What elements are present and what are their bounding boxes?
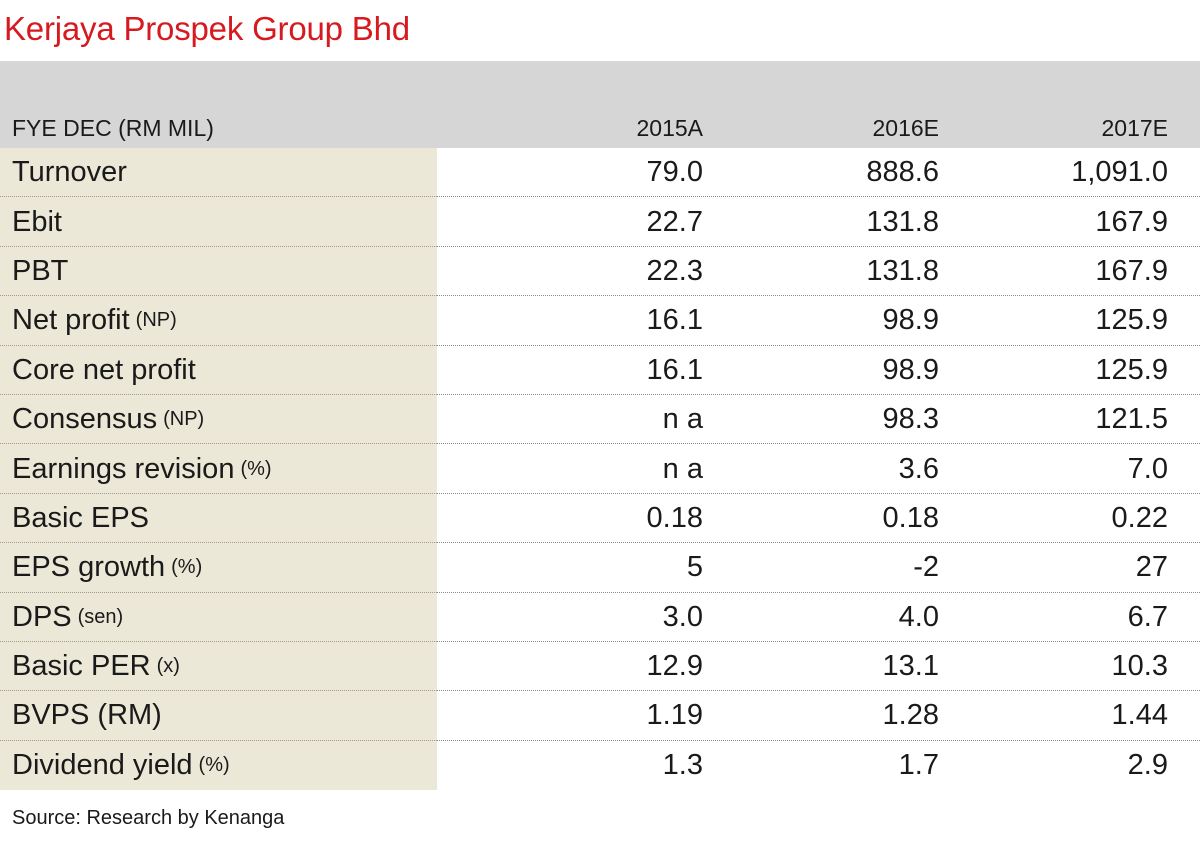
table-row: Net profit (NP) 16.1 98.9 125.9 <box>0 296 1200 346</box>
table-row: Earnings revision (%) n a 3.6 7.0 <box>0 444 1200 495</box>
value-2017e: 7.0 <box>1127 452 1168 485</box>
row-label: Turnover <box>0 148 437 198</box>
value-2017e: 121.5 <box>1095 403 1168 436</box>
table-row: PBT 22.3 131.8 167.9 <box>0 246 1200 297</box>
row-label: EPS growth (%) <box>0 543 437 593</box>
row-label-text: Basic PER <box>12 650 151 683</box>
value-2016e: 98.3 <box>882 403 939 436</box>
row-unit: (sen) <box>77 605 124 628</box>
value-2017e: 27 <box>1135 551 1168 584</box>
row-label: Core net profit <box>0 345 437 396</box>
value-2015a: 1.3 <box>662 748 703 781</box>
table-row: EPS growth (%) 5 -2 27 <box>0 543 1200 593</box>
value-2015a: 22.7 <box>646 205 703 238</box>
row-label-text: Net profit <box>12 304 130 337</box>
value-2017e: 10.3 <box>1111 650 1168 683</box>
value-2017e: 1,091.0 <box>1071 156 1168 189</box>
value-2017e: 6.7 <box>1127 600 1168 633</box>
value-2015a: 16.1 <box>646 353 703 386</box>
row-label: Earnings revision (%) <box>0 444 437 495</box>
row-label-text: Turnover <box>12 156 127 189</box>
value-2015a: 0.18 <box>646 501 703 534</box>
row-label: DPS (sen) <box>0 592 437 643</box>
row-label: Basic PER (x) <box>0 641 437 692</box>
row-label-text: Dividend yield <box>12 748 193 781</box>
table-header-row: FYE DEC (RM MIL) 2015A 2016E 2017E <box>0 108 1200 148</box>
table-row: Dividend yield (%) 1.3 1.7 2.9 <box>0 740 1200 791</box>
row-unit: (NP) <box>163 408 205 431</box>
page-title: Kerjaya Prospek Group Bhd <box>4 10 410 47</box>
table-header-band: FYE DEC (RM MIL) 2015A 2016E 2017E <box>0 61 1200 148</box>
table-row: Basic PER (x) 12.9 13.1 10.3 <box>0 641 1200 692</box>
value-2015a: 1.19 <box>646 699 703 732</box>
value-2017e: 1.44 <box>1111 699 1168 732</box>
value-2016e: 0.18 <box>882 501 939 534</box>
row-label-text: Earnings revision <box>12 452 235 485</box>
source-note: Source: Research by Kenanga <box>12 807 285 829</box>
row-label: Ebit <box>0 197 437 248</box>
table-row: DPS (sen) 3.0 4.0 6.7 <box>0 592 1200 643</box>
value-2015a: n a <box>662 403 703 436</box>
value-2015a: 22.3 <box>646 254 703 287</box>
value-2017e: 167.9 <box>1095 254 1168 287</box>
table-row: Consensus (NP) n a 98.3 121.5 <box>0 394 1200 445</box>
value-2016e: 1.7 <box>898 748 939 781</box>
row-label-text: Consensus <box>12 403 158 436</box>
value-2017e: 167.9 <box>1095 205 1168 238</box>
row-unit: (%) <box>198 753 230 776</box>
row-label: Basic EPS <box>0 493 437 544</box>
row-label: PBT <box>0 246 437 297</box>
table-row: Basic EPS 0.18 0.18 0.22 <box>0 493 1200 544</box>
value-2015a: 12.9 <box>646 650 703 683</box>
header-col-2015a: 2015A <box>636 114 703 141</box>
row-label: Net profit (NP) <box>0 296 437 346</box>
value-2017e: 2.9 <box>1127 748 1168 781</box>
row-label-text: EPS growth <box>12 551 166 584</box>
value-2015a: 5 <box>686 551 703 584</box>
table-row: BVPS (RM) 1.19 1.28 1.44 <box>0 691 1200 742</box>
value-2016e: -2 <box>913 551 939 584</box>
row-label-text: Core net profit <box>12 353 196 386</box>
table-row: Core net profit 16.1 98.9 125.9 <box>0 345 1200 396</box>
row-label: BVPS (RM) <box>0 691 437 742</box>
value-2015a: 3.0 <box>662 600 703 633</box>
table-row: Turnover 79.0 888.6 1,091.0 <box>0 148 1200 198</box>
row-label-text: DPS <box>12 600 72 633</box>
row-unit: (%) <box>171 556 203 579</box>
value-2016e: 3.6 <box>898 452 939 485</box>
value-2015a: 16.1 <box>646 304 703 337</box>
row-label-text: BVPS (RM) <box>12 699 162 732</box>
value-2016e: 98.9 <box>882 304 939 337</box>
row-label-text: PBT <box>12 254 69 287</box>
value-2016e: 131.8 <box>866 254 939 287</box>
value-2016e: 13.1 <box>882 650 939 683</box>
value-2016e: 888.6 <box>866 156 939 189</box>
row-label: Consensus (NP) <box>0 394 437 445</box>
header-label: FYE DEC (RM MIL) <box>12 114 214 141</box>
row-label: Dividend yield (%) <box>0 740 437 791</box>
row-label-text: Basic EPS <box>12 501 149 534</box>
value-2016e: 98.9 <box>882 353 939 386</box>
row-unit: (%) <box>240 457 272 480</box>
value-2017e: 125.9 <box>1095 353 1168 386</box>
value-2015a: 79.0 <box>646 156 703 189</box>
table-body: Turnover 79.0 888.6 1,091.0 Ebit 22.7 131.8 167… <box>0 148 1200 791</box>
table-row: Ebit 22.7 131.8 167.9 <box>0 197 1200 248</box>
value-2016e: 131.8 <box>866 205 939 238</box>
financial-table: FYE DEC (RM MIL) 2015A 2016E 2017E Turno… <box>0 61 1200 791</box>
value-2017e: 0.22 <box>1111 501 1168 534</box>
row-unit: (NP) <box>135 309 177 332</box>
value-2015a: n a <box>662 452 703 485</box>
row-label-text: Ebit <box>12 205 62 238</box>
row-unit: (x) <box>156 655 180 678</box>
value-2016e: 1.28 <box>882 699 939 732</box>
value-2017e: 125.9 <box>1095 304 1168 337</box>
value-2016e: 4.0 <box>898 600 939 633</box>
header-col-2016e: 2016E <box>872 114 939 141</box>
header-col-2017e: 2017E <box>1101 114 1168 141</box>
